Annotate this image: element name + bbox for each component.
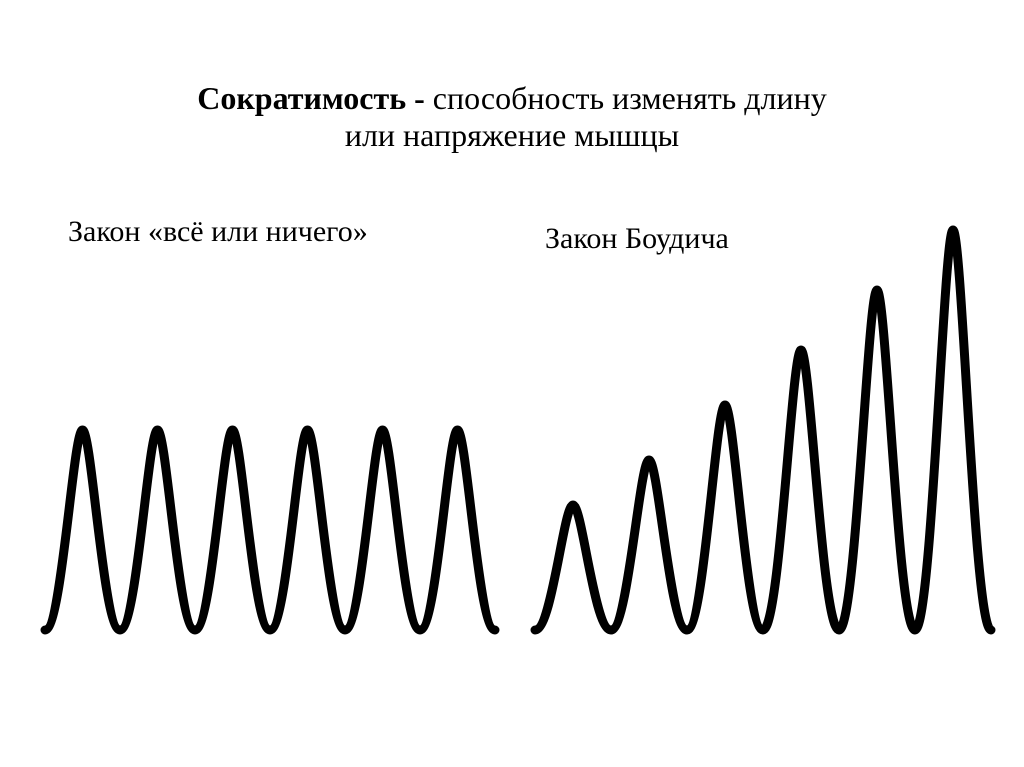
wave-diagram (25, 210, 1000, 670)
charts-container (25, 210, 1000, 660)
title-rest: способность изменять длину (433, 80, 827, 116)
title-bold-term: Сократимость - (197, 80, 433, 116)
title-line1: Сократимость - способность изменять длин… (0, 80, 1024, 117)
title-block: Сократимость - способность изменять длин… (0, 80, 1024, 154)
right-wave-staircase (535, 230, 991, 630)
left-wave-uniform (45, 430, 495, 630)
title-line2: или напряжение мышцы (0, 117, 1024, 154)
